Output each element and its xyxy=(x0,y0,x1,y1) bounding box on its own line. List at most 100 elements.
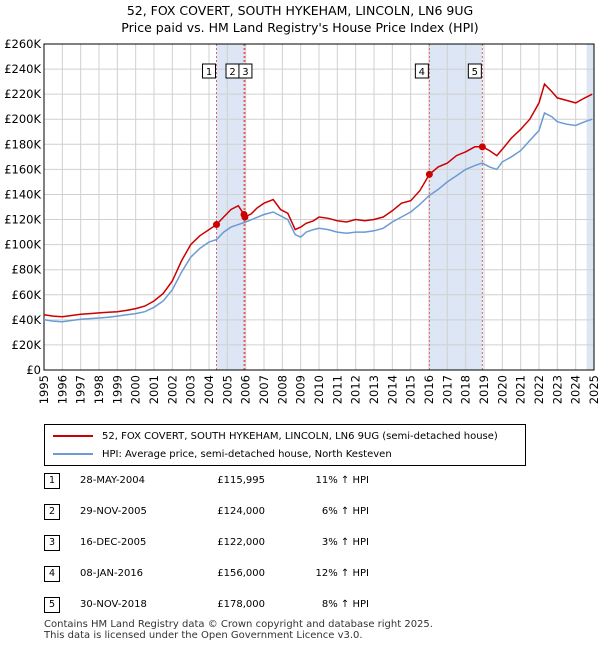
transaction-hpi-change: 6% ↑ HPI xyxy=(321,506,369,517)
chart-subtitle: Price paid vs. HM Land Registry's House … xyxy=(121,20,479,35)
y-tick-label: £240K xyxy=(4,62,41,76)
x-tick-label: 2023 xyxy=(550,375,564,404)
transaction-marker-label: 1 xyxy=(206,67,212,78)
transaction-hpi-change: 8% ↑ HPI xyxy=(321,599,369,610)
legend-swatch-property xyxy=(53,435,93,437)
footer: Contains HM Land Registry data © Crown c… xyxy=(44,619,433,641)
transaction-price: £124,000 xyxy=(217,506,265,517)
transaction-date: 30-NOV-2018 xyxy=(80,599,147,610)
plot-frame xyxy=(43,43,595,371)
transaction-price: £178,000 xyxy=(217,599,265,610)
transaction-row: 2 29-NOV-2005 £124,000 6% ↑ HPI xyxy=(44,504,444,520)
x-tick-label: 2011 xyxy=(330,375,344,404)
x-tick-label: 2015 xyxy=(404,375,418,404)
x-tick-label: 2014 xyxy=(385,375,399,404)
transaction-point xyxy=(478,143,486,151)
y-tick-label: £120K xyxy=(4,213,41,227)
chart-title-block: 52, FOX COVERT, SOUTH HYKEHAM, LINCOLN, … xyxy=(0,2,600,36)
x-tick-label: 2008 xyxy=(275,375,289,404)
chart-title: 52, FOX COVERT, SOUTH HYKEHAM, LINCOLN, … xyxy=(126,3,474,18)
y-tick-label: £100K xyxy=(4,238,41,252)
x-tick-label: 2000 xyxy=(129,375,143,404)
x-tick-label: 2001 xyxy=(147,375,161,404)
transaction-marker-label: 2 xyxy=(229,67,235,78)
transaction-price: £122,000 xyxy=(217,537,265,548)
transaction-date: 28-MAY-2004 xyxy=(80,475,146,486)
series-line-hpi xyxy=(43,111,593,323)
legend: 52, FOX COVERT, SOUTH HYKEHAM, LINCOLN, … xyxy=(44,424,526,466)
x-tick-label: 2004 xyxy=(202,375,216,404)
x-tick-label: 2019 xyxy=(477,375,491,404)
transaction-marker-label: 3 xyxy=(242,67,248,78)
x-tick-label: 2010 xyxy=(312,375,326,404)
series-line-property xyxy=(43,82,593,318)
x-tick-label: 2016 xyxy=(422,375,436,404)
transaction-marker-label: 5 xyxy=(472,67,478,78)
transaction-date: 29-NOV-2005 xyxy=(80,506,147,517)
transaction-marker-box: 3 xyxy=(238,63,253,79)
y-tick-label: £60K xyxy=(12,288,42,302)
transaction-marker-box: 2 xyxy=(225,63,240,79)
x-tick-label: 2017 xyxy=(440,375,454,404)
footer-copyright: Contains HM Land Registry data © Crown c… xyxy=(44,619,433,630)
transaction-number: 2 xyxy=(44,504,60,520)
transaction-row: 5 30-NOV-2018 £178,000 8% ↑ HPI xyxy=(44,597,444,613)
legend-swatch-hpi xyxy=(53,453,93,455)
x-tick-label: 2018 xyxy=(459,375,473,404)
transaction-marker-box: 4 xyxy=(414,63,429,79)
x-tick-label: 2002 xyxy=(165,375,179,404)
x-tick-label: 2020 xyxy=(495,375,509,404)
legend-item-hpi: HPI: Average price, semi-detached house,… xyxy=(53,446,392,462)
transaction-marker-label: 4 xyxy=(419,67,425,78)
legend-item-property: 52, FOX COVERT, SOUTH HYKEHAM, LINCOLN, … xyxy=(53,428,498,444)
transaction-number: 5 xyxy=(44,597,60,613)
x-tick-label: 2024 xyxy=(569,375,583,404)
transaction-hpi-change: 11% ↑ HPI xyxy=(315,475,369,486)
x-tick-label: 2025 xyxy=(587,375,600,404)
transaction-number: 1 xyxy=(44,473,60,489)
transaction-point xyxy=(425,170,433,178)
transaction-date: 16-DEC-2005 xyxy=(80,537,147,548)
transaction-marker-box: 5 xyxy=(467,63,482,79)
shaded-period xyxy=(586,44,594,370)
x-tick-label: 1998 xyxy=(92,375,106,404)
y-tick-label: £40K xyxy=(12,313,42,327)
x-tick-label: 2006 xyxy=(239,375,253,404)
x-tick-label: 1999 xyxy=(110,375,124,404)
x-tick-label: 2009 xyxy=(294,375,308,404)
x-tick-label: 1997 xyxy=(74,375,88,404)
transaction-price: £156,000 xyxy=(217,568,265,579)
x-tick-label: 2012 xyxy=(349,375,363,404)
y-tick-label: £180K xyxy=(4,137,41,151)
y-tick-label: £260K xyxy=(4,37,41,51)
transaction-marker-box: 1 xyxy=(202,63,217,79)
y-tick-label: £20K xyxy=(12,338,42,352)
y-tick-label: £0 xyxy=(26,363,41,377)
shaded-period xyxy=(216,44,245,370)
x-tick-label: 2022 xyxy=(532,375,546,404)
transaction-row: 3 16-DEC-2005 £122,000 3% ↑ HPI xyxy=(44,535,444,551)
x-tick-label: 2007 xyxy=(257,375,271,404)
transaction-row: 1 28-MAY-2004 £115,995 11% ↑ HPI xyxy=(44,473,444,489)
transaction-price: £115,995 xyxy=(217,475,265,486)
x-tick-label: 1995 xyxy=(37,375,51,404)
transaction-number: 3 xyxy=(44,535,60,551)
transaction-hpi-change: 12% ↑ HPI xyxy=(315,568,369,579)
y-tick-label: £200K xyxy=(4,112,41,126)
footer-licence: This data is licensed under the Open Gov… xyxy=(44,630,363,641)
y-tick-label: £220K xyxy=(4,87,41,101)
legend-label-property: 52, FOX COVERT, SOUTH HYKEHAM, LINCOLN, … xyxy=(102,430,498,442)
y-tick-label: £80K xyxy=(12,263,42,277)
transaction-point xyxy=(241,213,249,221)
transaction-number: 4 xyxy=(44,566,60,582)
x-tick-label: 2003 xyxy=(184,375,198,404)
shaded-period xyxy=(429,44,483,370)
legend-label-hpi: HPI: Average price, semi-detached house,… xyxy=(102,448,392,460)
y-tick-label: £140K xyxy=(4,187,41,201)
price-chart: £0 £20K £40K £60K £80K £100K £120K £140K £160K £1… xyxy=(4,37,600,404)
x-tick-label: 1996 xyxy=(55,375,69,404)
x-tick-label: 2021 xyxy=(514,375,528,404)
transaction-point xyxy=(213,221,221,229)
transaction-date: 08-JAN-2016 xyxy=(80,568,144,579)
transaction-hpi-change: 3% ↑ HPI xyxy=(321,537,369,548)
